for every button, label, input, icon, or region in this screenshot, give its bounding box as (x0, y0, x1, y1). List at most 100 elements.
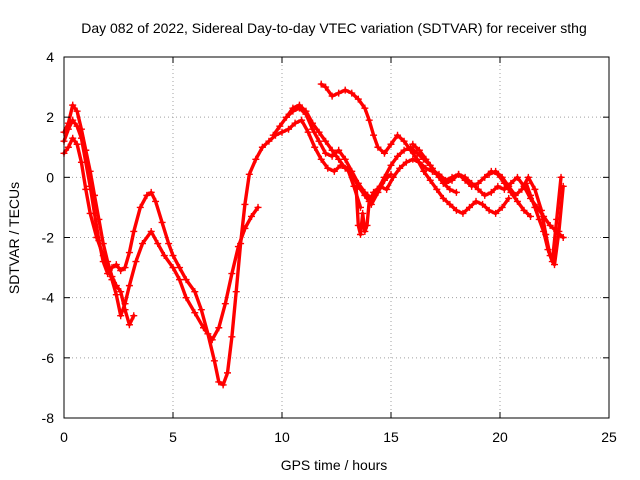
data-point (422, 164, 430, 172)
data-point (77, 158, 85, 166)
data-point (383, 185, 391, 193)
data-point (309, 119, 317, 127)
data-point (370, 131, 378, 139)
data-point (215, 324, 223, 332)
data-point (254, 203, 262, 211)
data-series-satellite-track-6 (317, 80, 513, 217)
data-point (219, 381, 227, 389)
data-point (91, 191, 99, 199)
y-tick-label: -8 (42, 410, 55, 426)
data-point (553, 215, 561, 223)
data-point (234, 243, 242, 251)
data-point (328, 92, 336, 100)
data-point (298, 116, 306, 124)
data-point (317, 80, 325, 88)
y-tick-labels: -8 -6 -4 -2 0 2 4 (42, 49, 55, 426)
data-point (221, 300, 229, 308)
axis-ticks (63, 56, 610, 419)
data-point (361, 104, 369, 112)
data-point (152, 197, 160, 205)
data-point (86, 209, 94, 217)
data-point (537, 206, 545, 214)
data-point (125, 282, 133, 290)
data-point (492, 209, 500, 217)
data-series-satellite-track-9 (485, 167, 567, 269)
data-point (208, 336, 216, 344)
data-series-satellite-track-3 (60, 101, 138, 329)
data-point (130, 227, 138, 235)
data-point (485, 170, 493, 178)
data-point (176, 276, 184, 284)
data-point (376, 182, 384, 190)
x-tick-label: 5 (169, 429, 177, 445)
data-point (396, 164, 404, 172)
data-point (435, 173, 443, 181)
data-point (228, 333, 236, 341)
series-group (60, 80, 567, 389)
data-point (335, 146, 343, 154)
data-point (104, 258, 112, 266)
data-point (452, 188, 460, 196)
chart-title: Day 082 of 2022, Sidereal Day-to-day VTE… (81, 20, 587, 36)
data-point (363, 221, 371, 229)
data-point (247, 212, 255, 220)
data-point (448, 176, 456, 184)
data-point (402, 158, 410, 166)
data-point (485, 206, 493, 214)
data-point (73, 107, 81, 115)
data-point (322, 149, 330, 157)
data-point (361, 191, 369, 199)
data-point (433, 185, 441, 193)
data-point (182, 276, 190, 284)
data-point (474, 185, 482, 193)
series-line (62, 136, 260, 342)
data-point (69, 134, 77, 142)
data-point (465, 203, 473, 211)
data-point (472, 197, 480, 205)
data-point (461, 173, 469, 181)
data-point (409, 155, 417, 163)
data-point (354, 95, 362, 103)
data-point (132, 258, 140, 266)
data-series-satellite-track-4 (269, 104, 460, 202)
data-point (322, 137, 330, 145)
data-point (315, 128, 323, 136)
y-tick-label: -4 (42, 290, 55, 306)
data-point (291, 119, 299, 127)
data-point (365, 197, 373, 205)
data-point (474, 179, 482, 187)
data-point (442, 179, 449, 187)
data-point (400, 146, 408, 154)
data-point (335, 155, 343, 163)
data-point (112, 261, 120, 269)
data-point (352, 182, 360, 190)
data-point (82, 146, 90, 154)
data-point (524, 173, 532, 181)
y-tick-label: -6 (42, 350, 55, 366)
data-point (276, 122, 284, 130)
data-point (121, 264, 129, 272)
data-point (191, 288, 199, 296)
data-point (370, 188, 378, 196)
y-axis-label: SDTVAR / TECUs (6, 182, 22, 294)
data-point (125, 249, 133, 257)
data-point (169, 252, 177, 260)
data-point (387, 140, 395, 148)
data-point (304, 128, 312, 136)
data-point (527, 212, 535, 220)
data-point (278, 128, 286, 136)
data-point (73, 140, 81, 148)
data-point (82, 185, 90, 193)
data-point (341, 164, 349, 172)
data-point (479, 200, 487, 208)
y-tick-label: 4 (46, 49, 54, 65)
data-point (341, 86, 349, 94)
data-point (446, 185, 454, 193)
data-point (117, 267, 125, 275)
x-tick-label: 25 (601, 429, 617, 445)
data-point (535, 215, 543, 223)
data-point (117, 312, 125, 320)
data-point (147, 227, 155, 235)
series-line (487, 169, 565, 267)
